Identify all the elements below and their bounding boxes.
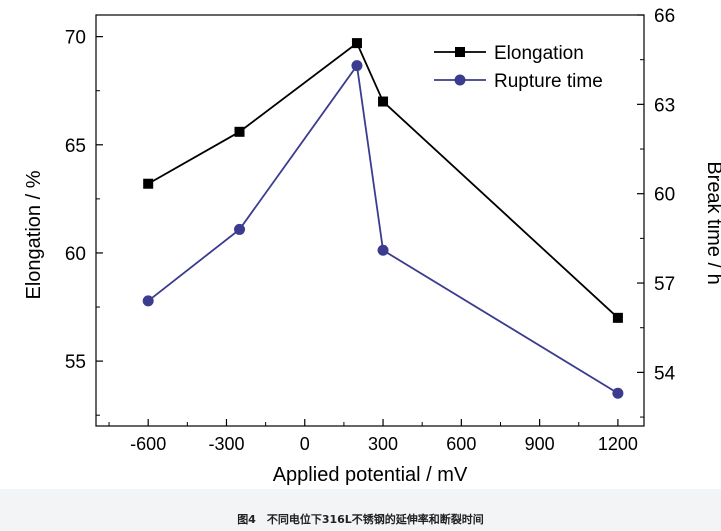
data-point-square [351,38,362,49]
x-tick-label: -300 [208,434,244,454]
y-left-tick-label: 60 [65,244,86,265]
chart: -600 -300 0 300 600 900 1200 55 60 65 70 54 57 60 63 66… [23,6,721,486]
data-point-square [143,178,154,189]
data-point-square [234,126,245,137]
y-right-axis-label: Break time / h [703,161,721,284]
caption-bar: 图4 不同电位下316L不锈钢的延伸率和断裂时间 [0,489,721,531]
legend-marker-square [455,47,465,57]
x-axis-label: Applied potential / mV [273,464,468,486]
y-right-tick-label: 66 [654,6,675,27]
x-tick-label: 300 [368,434,398,454]
y-right-tick-label: 63 [654,95,675,116]
data-point-circle [142,295,154,307]
data-point-circle [351,60,363,72]
data-point-circle [234,223,246,235]
y-left-axis-label: Elongation / % [23,170,45,299]
series-line [147,63,619,395]
data-point-square [378,96,389,107]
y-left-tick-label: 55 [65,352,86,373]
x-tick-label: 1200 [598,434,638,454]
y-right-tick-label: 60 [654,185,675,206]
x-tick-label: 600 [446,434,476,454]
legend-label: Rupture time [494,71,603,92]
data-point-circle [377,244,389,256]
figure-caption: 图4 不同电位下316L不锈钢的延伸率和断裂时间 [237,513,484,526]
y-left-tick-label: 65 [65,136,86,157]
x-tick-label: -600 [130,434,166,454]
x-tick-label: 900 [525,434,555,454]
legend-label: Elongation [494,43,584,64]
y-left-tick-label: 70 [65,28,86,49]
data-point-circle [612,387,624,399]
y-right-tick-label: 57 [654,274,675,295]
data-point-square [612,312,623,323]
y-right-tick-label: 54 [654,363,676,384]
plot-frame [95,14,645,427]
legend-marker-circle [454,74,466,86]
x-tick-label: 0 [300,434,310,454]
